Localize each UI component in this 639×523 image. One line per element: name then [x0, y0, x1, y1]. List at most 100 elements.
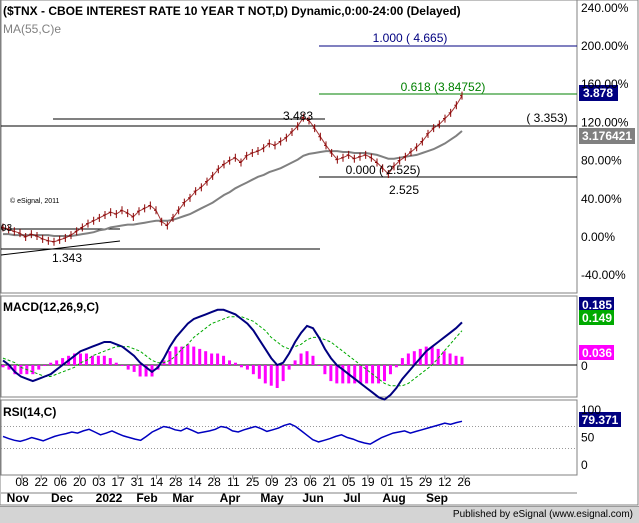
macd-y-tick: 0: [581, 359, 588, 373]
ma55-line: [3, 130, 463, 237]
macd-hist-bar: [19, 365, 23, 375]
macd-hist-bar: [37, 365, 41, 370]
macd-hist-bar: [239, 365, 243, 368]
main-y-tick: 40.00%: [581, 192, 622, 206]
macd-hist-bar: [460, 356, 464, 365]
x-tick-month: Feb: [136, 491, 157, 505]
x-tick-month: Apr: [220, 491, 241, 505]
copyright-note: © eSignal, 2011: [10, 197, 60, 205]
x-tick-day: 15: [400, 475, 414, 489]
x-tick-day: 03: [92, 475, 106, 489]
macd-hist-bar: [132, 365, 136, 372]
macd-hist-bar: [400, 358, 404, 365]
macd-hist-bar: [114, 362, 118, 365]
fib-label-0618: 0.618 (3.84752): [401, 80, 486, 94]
macd-panel-frame: [0, 295, 578, 398]
x-tick-day: 19: [361, 475, 375, 489]
macd-hist-bar: [394, 365, 398, 368]
macd-hist-bar: [448, 353, 452, 365]
x-tick-day: 31: [131, 475, 145, 489]
annotation-03: 03: [1, 223, 13, 234]
macd-hist-bar: [138, 365, 142, 377]
macd-hist-bar: [90, 355, 94, 365]
macd-hist-bar: [228, 360, 232, 365]
badge-rsi-box: [579, 412, 621, 427]
chart-labels: 240.00%200.00%160.00%120.00%80.00%40.00%…: [1, 1, 632, 505]
rsi-line: [2, 420, 463, 445]
macd-hist-bar: [293, 360, 297, 365]
macd-hist-bar: [73, 353, 77, 365]
x-tick-day: 14: [188, 475, 202, 489]
macd-hist-bar: [412, 351, 416, 365]
x-tick-day: 23: [284, 475, 298, 489]
macd-hist-bar: [424, 346, 428, 365]
main-y-tick: -40.00%: [581, 268, 626, 282]
macd-hist-bar: [84, 353, 88, 365]
badge-ma-box: [579, 128, 635, 144]
macd-hist-bar: [216, 353, 220, 365]
macd-hist-bar: [13, 365, 17, 375]
macd-hist-bar: [78, 353, 82, 365]
macd-hist-bar: [305, 351, 309, 365]
macd-hist-bar: [192, 346, 196, 365]
x-tick-month: May: [260, 491, 284, 505]
macd-hist-bar: [126, 365, 130, 370]
macd-hist-bar: [359, 365, 363, 384]
macd-hist-bar: [120, 365, 124, 366]
macd-hist-bar: [311, 355, 315, 365]
annotation-3483: 3.483: [283, 109, 313, 123]
x-tick-day: 17: [111, 475, 125, 489]
macd-hist-bar: [180, 346, 184, 365]
macd-hist-bar: [341, 365, 345, 384]
trend-line-left: [0, 240, 121, 256]
macd-hist-bar: [222, 355, 226, 365]
macd-hist-bar: [96, 355, 100, 365]
x-tick-month: 2022: [96, 491, 123, 505]
macd-hist-bar: [269, 365, 273, 386]
macd-hist-bar: [436, 348, 440, 365]
rsi-panel-frame: [0, 399, 578, 476]
x-tick-month: Jun: [302, 491, 323, 505]
macd-hist-bar: [323, 365, 327, 375]
macd-hist-bar: [329, 365, 333, 382]
rsi-y-tick: 0: [581, 458, 588, 472]
badge-signal: 0.149: [582, 311, 612, 325]
macd-hist-bar: [388, 365, 392, 375]
macd-hist-bar: [317, 365, 321, 366]
macd-hist-bar: [365, 365, 369, 384]
main-y-tick: 120.00%: [581, 115, 629, 129]
x-tick-day: 08: [15, 475, 29, 489]
badge-macd: 0.185: [582, 298, 612, 312]
macd-hist-bar: [168, 351, 172, 365]
x-tick-day: 20: [73, 475, 87, 489]
macd-hist-bar: [43, 365, 47, 366]
x-tick-day: 25: [246, 475, 260, 489]
annotation-2525: 2.525: [389, 183, 419, 197]
badge-price-box: [579, 85, 618, 101]
macd-hist-bar: [102, 355, 106, 365]
macd-hist-bar: [442, 351, 446, 365]
rsi-label: RSI(14,C): [3, 405, 56, 419]
x-tick-day: 05: [342, 475, 356, 489]
macd-hist-bar: [377, 365, 381, 384]
x-tick-day: 26: [457, 475, 471, 489]
chart-series: [1, 91, 464, 445]
badge-price: 3.878: [583, 86, 613, 100]
macd-hist-bar: [61, 358, 65, 365]
macd-hist-bar: [275, 365, 279, 388]
macd-hist-bar: [108, 358, 112, 365]
x-tick-month: Sep: [426, 491, 448, 505]
esignal-banner: Published by eSignal (www.esignal.com): [0, 506, 639, 523]
badge-ma: 3.176421: [582, 129, 632, 143]
badge-hist-box: [579, 345, 614, 360]
macd-hist-bar: [144, 365, 148, 377]
macd-hist-bar: [383, 365, 387, 382]
macd-hist-bar: [257, 365, 261, 379]
main-y-tick: 0.00%: [581, 230, 615, 244]
macd-hist-bar: [251, 365, 255, 375]
fib-label-3353: ( 3.353): [526, 111, 567, 125]
banner-text: Published by eSignal (www.esignal.com): [452, 509, 633, 520]
x-tick-month: Jul: [343, 491, 360, 505]
macd-signal-line: [2, 316, 463, 387]
